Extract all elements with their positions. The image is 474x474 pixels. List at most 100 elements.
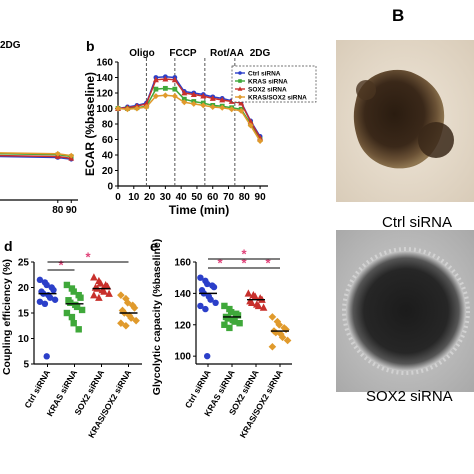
panel-e-point-kras_sox2 — [283, 336, 292, 345]
panel-a-point-kras_sox2 — [68, 152, 75, 159]
panel-b-point-kras_sox2 — [228, 106, 235, 113]
panel-b-point-kras — [181, 96, 187, 102]
panel-d-point-ctrl — [50, 286, 57, 294]
panel-d-point-kras — [70, 320, 77, 327]
panel-b-phase-label: 2DG — [250, 48, 271, 59]
panel-e-point-ctrl — [197, 302, 204, 310]
panel-e-point-ctrl — [207, 296, 214, 303]
panel-d-point-kras — [77, 294, 84, 301]
panel-b-point-sox2 — [152, 76, 159, 83]
panel-b-point-kras_sox2 — [209, 103, 216, 110]
panel-d-point-kras — [70, 288, 77, 295]
panel-b-y-tick-label: 80 — [102, 120, 114, 131]
panel-b-y-tick-label: 100 — [96, 104, 113, 115]
panel-e-point-ctrl — [212, 299, 219, 306]
panel-b-point-kras — [172, 86, 178, 92]
panel-b-legend-marker — [238, 79, 242, 83]
panel-letter-e: e — [150, 238, 158, 254]
panel-b-y-tick-label: 40 — [102, 151, 114, 162]
panel-e-sig-star: * — [265, 256, 271, 271]
panel-b-legend-label: Ctrl siRNA — [248, 71, 281, 78]
panel-e-y-label: Glycolytic capacity (%baseline) — [151, 239, 163, 395]
panel-d-point-kras_sox2 — [123, 299, 132, 307]
panel-b-y-tick-label: 140 — [96, 73, 113, 84]
panel-d-point-kras — [63, 281, 71, 289]
panel-b-point-kras — [153, 86, 159, 92]
panel-d-point-sox2 — [96, 279, 105, 287]
panel-b-point-sox2 — [171, 76, 178, 83]
panel-b-y-tick-label: 20 — [102, 166, 114, 177]
photo-panel: Ctrl siRNA SOX2 siRNA — [336, 40, 474, 470]
panel-b-point-kras_sox2 — [181, 99, 188, 106]
panel-b-point-kras_sox2 — [247, 122, 254, 129]
panel-e-point-ctrl — [202, 305, 209, 313]
panel-b-phase-label: Oligo — [129, 48, 155, 59]
panel-b-x-tick-label: 90 — [255, 192, 267, 203]
panel-b-point-kras_sox2 — [162, 92, 169, 99]
panel-d-point-kras_sox2 — [117, 291, 125, 299]
panel-letter-b: b — [86, 38, 95, 54]
panel-e-point-ctrl — [204, 280, 211, 288]
panel-b-legend-label: SOX2 siRNA — [248, 87, 287, 94]
panel-b-phase-label: FCCP — [169, 48, 197, 59]
panel-b-x-tick-label: 40 — [176, 192, 188, 203]
panel-d-y-label: Coupling efficiency (%) — [1, 259, 13, 375]
panel-b-x-tick-label: 50 — [191, 192, 203, 203]
caption-ctrl: Ctrl siRNA — [382, 214, 452, 231]
panel-d-point-sox2 — [100, 287, 108, 295]
panel-b-point-kras_sox2 — [171, 93, 178, 100]
panel-d-y-tick-label: 10 — [18, 334, 30, 345]
panel-b-y-label: ECAR (%baseline) — [83, 72, 97, 176]
panel-b-point-sox2 — [190, 91, 197, 97]
panel-b-point-sox2 — [200, 92, 207, 99]
panel-d-point-kras — [63, 309, 71, 317]
panel-e-point-kras_sox2 — [268, 313, 277, 321]
panel-d-point-sox2 — [105, 289, 113, 297]
panel-e-point-sox2 — [259, 303, 268, 311]
panel-b-y-tick-label: 160 — [96, 58, 113, 69]
panel-b-x-tick-label: 70 — [223, 192, 235, 203]
panel-b-y-tick-label: 120 — [96, 89, 113, 100]
panel-b-line-kras — [118, 87, 261, 140]
panel-b-x-tick-label: 0 — [115, 192, 121, 203]
panel-e-point-kras — [224, 315, 231, 322]
panel-b-x-tick-label: 30 — [160, 192, 172, 203]
panel-b-legend-marker — [237, 94, 243, 100]
panel-d-point-sox2 — [95, 293, 103, 301]
panel-e-y-tick-label: 100 — [174, 352, 191, 363]
panel-e-y-tick-label: 160 — [174, 258, 191, 269]
panel-e-point-kras — [228, 309, 235, 316]
panel-e-point-kras — [221, 302, 228, 310]
panel-b-point-kras_sox2 — [115, 105, 121, 112]
panel-b-x-tick-label: 60 — [207, 192, 219, 203]
panel-b-point-kras_sox2 — [124, 106, 131, 113]
panel-b-x-tick-label: 80 — [239, 192, 251, 203]
panel-a-point-kras_sox2 — [54, 150, 61, 157]
panel-d-point-kras_sox2 — [128, 301, 137, 310]
panel-b-point-sox2 — [219, 96, 226, 103]
panel-b-point-kras_sox2 — [190, 100, 197, 107]
panel-d-point-ctrl — [36, 276, 44, 284]
panel-b-legend-box — [231, 65, 317, 103]
panel-b-x-tick-label: 10 — [128, 192, 140, 203]
panel-b-point-kras — [162, 85, 168, 91]
panel-d-point-ctrl — [43, 281, 50, 289]
panel-d-point-ctrl — [51, 296, 59, 303]
panel-b-point-sox2 — [181, 89, 188, 96]
panel-e-point-kras_sox2 — [273, 317, 282, 326]
panel-d-y-tick-label: 15 — [18, 309, 30, 320]
panel-b-y-tick-label: 60 — [102, 135, 114, 146]
panel-d-point-sox2 — [90, 273, 98, 281]
panel-e-y-tick-label: 140 — [174, 289, 191, 300]
panel-b-point-sox2 — [238, 99, 245, 106]
spheroid-sox2 — [346, 251, 466, 371]
panel-e-sig-star: * — [217, 256, 223, 271]
panel-d-y-tick-label: 25 — [18, 258, 30, 269]
panel-b-legend-label: KRAS/SOX2 siRNA — [248, 95, 307, 102]
panel-d-point-sox2 — [90, 291, 98, 299]
panel-b-phase-label: Rot/AA — [210, 48, 244, 59]
panel-b-x-label: Time (min) — [169, 203, 229, 217]
panel-b-x-tick-label: 20 — [144, 192, 156, 203]
panel-b-point-kras_sox2 — [133, 105, 140, 112]
